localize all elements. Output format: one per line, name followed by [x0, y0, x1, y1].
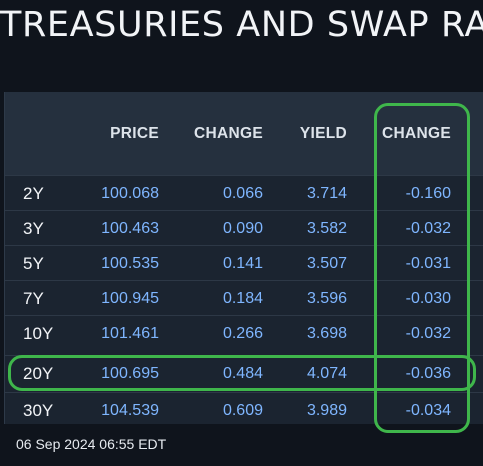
row-yield: 4.074	[306, 365, 347, 382]
row-tenor: 2Y	[23, 184, 44, 203]
header-change: CHANGE	[194, 125, 263, 142]
row-yield-change: -0.036	[405, 365, 451, 382]
row-change: 0.141	[222, 255, 263, 272]
table-header: PRICE CHANGE YIELD CHANGE	[5, 92, 483, 175]
row-price: 100.068	[101, 185, 159, 202]
row-change: 0.090	[222, 220, 263, 237]
row-yield: 3.596	[306, 290, 347, 307]
row-change: 0.066	[222, 185, 263, 202]
row-yield-change: -0.031	[405, 255, 451, 272]
table-row: 5Y 100.535 0.141 3.507 -0.031	[5, 245, 483, 281]
row-change: 0.484	[222, 365, 263, 382]
row-price: 104.539	[101, 402, 159, 419]
row-yield-change: -0.034	[405, 402, 451, 419]
header-yield-change: CHANGE	[382, 125, 451, 142]
row-price: 101.461	[101, 325, 159, 342]
table-row: 10Y 101.461 0.266 3.698 -0.032	[5, 315, 483, 351]
row-tenor: 3Y	[23, 219, 44, 238]
row-price: 100.695	[101, 365, 159, 382]
row-tenor: 30Y	[23, 401, 54, 420]
row-change: 0.266	[222, 325, 263, 342]
row-price: 100.535	[101, 255, 159, 272]
row-yield: 3.582	[306, 220, 347, 237]
row-price: 100.463	[101, 220, 159, 237]
row-change: 0.609	[222, 402, 263, 419]
table-row: 2Y 100.068 0.066 3.714 -0.160	[5, 175, 483, 211]
row-yield: 3.989	[306, 402, 347, 419]
table-row: 7Y 100.945 0.184 3.596 -0.030	[5, 280, 483, 316]
rates-table: PRICE CHANGE YIELD CHANGE 2Y 100.068 0.0…	[4, 92, 483, 424]
row-yield: 3.698	[306, 325, 347, 342]
row-yield-change: -0.032	[405, 325, 451, 342]
row-tenor: 20Y	[23, 364, 54, 383]
row-price: 100.945	[101, 290, 159, 307]
header-price: PRICE	[110, 125, 159, 142]
row-tenor: 10Y	[23, 324, 54, 343]
row-tenor: 7Y	[23, 289, 44, 308]
table-row: 20Y 100.695 0.484 4.074 -0.036	[5, 355, 483, 391]
table-row: 30Y 104.539 0.609 3.989 -0.034	[5, 392, 483, 428]
header-yield: YIELD	[299, 125, 347, 142]
row-yield: 3.507	[306, 255, 347, 272]
timestamp: 06 Sep 2024 06:55 EDT	[16, 436, 167, 452]
table-row: 3Y 100.463 0.090 3.582 -0.032	[5, 210, 483, 246]
page-title: TREASURIES AND SWAP RAT	[0, 5, 483, 45]
row-yield-change: -0.030	[405, 290, 451, 307]
row-change: 0.184	[222, 290, 263, 307]
row-yield-change: -0.032	[405, 220, 451, 237]
row-tenor: 5Y	[23, 254, 44, 273]
row-yield: 3.714	[306, 185, 347, 202]
row-yield-change: -0.160	[405, 185, 451, 202]
